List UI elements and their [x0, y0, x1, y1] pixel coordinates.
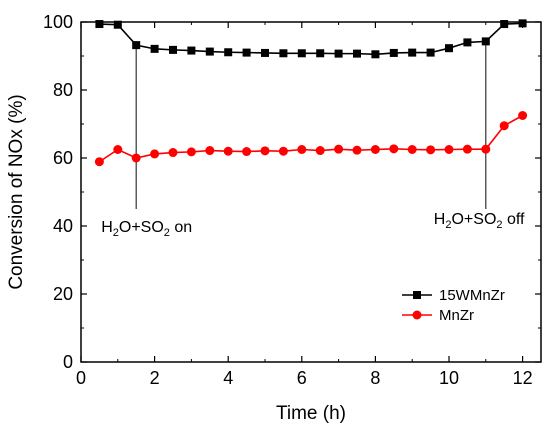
event-label-on: H2O+SO2 on [101, 219, 192, 239]
data-point [186, 147, 196, 157]
data-point [242, 48, 251, 57]
data-point [444, 145, 454, 154]
subscript: 2 [164, 227, 170, 239]
data-point [169, 45, 177, 54]
axes-layer: 0 2 4 6 8 10 12 0 20 40 60 80 100 Time (h) Conversion … [6, 12, 542, 424]
label-part: off [503, 211, 526, 228]
x-tick-label: 0 [76, 368, 86, 388]
data-point [389, 48, 398, 57]
series-15WMnZr [95, 19, 527, 59]
marker-events: H2O+SO2 on H2O+SO2 off [101, 41, 525, 239]
data-point [205, 47, 214, 56]
data-point [463, 38, 472, 47]
data-point [297, 145, 307, 154]
data-point [334, 144, 344, 154]
y-tick-label: 0 [63, 352, 73, 372]
data-point [500, 20, 509, 29]
subscript: 2 [445, 219, 451, 231]
label-part: H [434, 211, 446, 228]
subscript: 2 [113, 227, 119, 239]
series-MnZr [94, 111, 528, 167]
data-point [481, 37, 490, 46]
data-point [352, 145, 362, 155]
data-point [131, 153, 141, 163]
x-tick-label: 10 [439, 368, 459, 388]
label-part: O+SO [119, 219, 164, 236]
data-point [315, 146, 325, 156]
data-point [408, 48, 417, 57]
series-line [98, 114, 523, 163]
data-point [242, 147, 252, 157]
data-point [499, 121, 509, 131]
legend-label: 15WMnZr [439, 287, 505, 304]
label-part: on [170, 219, 192, 236]
data-point [223, 146, 233, 156]
data-point [426, 145, 436, 155]
data-point [278, 146, 288, 156]
data-point [113, 145, 123, 154]
data-point [187, 46, 196, 55]
data-point [297, 49, 306, 58]
data-point [260, 146, 270, 156]
data-point [224, 48, 233, 57]
data-point [445, 44, 453, 53]
x-tick-label: 4 [223, 368, 233, 388]
y-tick-label: 40 [53, 216, 73, 236]
y-tick-label: 80 [53, 80, 73, 100]
data-point [150, 149, 160, 159]
data-point [316, 49, 325, 58]
data-point [279, 49, 288, 58]
y-tick-label: 100 [43, 12, 73, 32]
data-point [407, 145, 417, 154]
legend-marker [413, 291, 421, 299]
label-part: O+SO [451, 211, 496, 228]
data-point [371, 50, 380, 59]
event-label-off: H2O+SO2 off [434, 211, 525, 231]
x-tick-label: 2 [150, 368, 160, 388]
data-point [389, 144, 399, 154]
data-point [334, 49, 343, 58]
x-axis-title: Time (h) [276, 403, 346, 424]
legend-label: MnZr [439, 307, 474, 324]
data-point [94, 157, 104, 167]
y-tick-label: 20 [53, 284, 73, 304]
data-point [481, 144, 491, 154]
data-point [132, 41, 141, 50]
y-tick-label: 60 [53, 148, 73, 168]
data-point [370, 145, 380, 154]
data-point [95, 20, 104, 29]
series-layer [94, 19, 528, 167]
subscript: 2 [496, 219, 502, 231]
data-point [205, 146, 215, 156]
legend-marker [412, 310, 422, 320]
data-point [462, 144, 472, 154]
data-point [353, 49, 361, 58]
x-tick-label: 8 [370, 368, 380, 388]
y-axis-title: Conversion of NOx (%) [6, 94, 27, 289]
x-tick-label: 6 [297, 368, 307, 388]
data-point [426, 48, 435, 57]
data-point [261, 48, 269, 57]
legend: 15WMnZr MnZr [402, 287, 505, 324]
data-point [518, 111, 528, 120]
series-line [99, 22, 523, 56]
data-point [150, 44, 159, 53]
x-tick-label: 12 [513, 368, 533, 388]
data-point [168, 148, 178, 158]
label-part: H [101, 219, 113, 236]
